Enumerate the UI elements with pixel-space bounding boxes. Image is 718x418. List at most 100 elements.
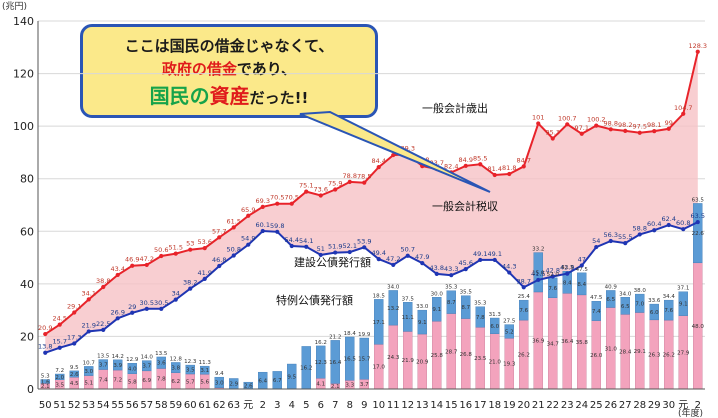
deficit-bond-label-22: 3.7 bbox=[360, 382, 369, 388]
revenue-label-21: 52.1 bbox=[343, 242, 357, 250]
revenue-label-15: 60.1 bbox=[256, 221, 270, 229]
construction-bond-label-3: 3.0 bbox=[84, 369, 93, 375]
construction-bond-bar-7 bbox=[142, 360, 152, 372]
construction-bond-label-22: 15.7 bbox=[358, 357, 371, 363]
expenditure-label-41: 97.5 bbox=[633, 123, 647, 131]
construction-bond-bar-25 bbox=[403, 302, 413, 332]
expenditure-point-1 bbox=[57, 322, 62, 327]
x-unit-label: (年度) bbox=[678, 407, 703, 418]
deficit-bond-label-45: 48.0 bbox=[692, 324, 705, 330]
construction-bond-bar-10 bbox=[185, 364, 195, 375]
expenditure-label-19: 73.6 bbox=[314, 186, 328, 194]
deficit-bond-label-39: 31.0 bbox=[605, 346, 618, 352]
total-bond-label-6: 12.9 bbox=[126, 357, 139, 363]
x-tick-15: 2 bbox=[260, 400, 266, 411]
annotation-revenue: 一般会計税収 bbox=[432, 199, 498, 213]
construction-bond-label-23: 17.1 bbox=[373, 320, 385, 326]
construction-bond-label-41: 7.0 bbox=[635, 301, 644, 307]
revenue-point-20 bbox=[333, 250, 338, 255]
total-bond-label-21: 18.4 bbox=[344, 331, 357, 337]
expenditure-point-29 bbox=[463, 163, 468, 168]
x-tick-12: 62 bbox=[213, 400, 226, 411]
construction-bond-label-5: 3.9 bbox=[113, 363, 122, 369]
total-bond-label-40: 34.0 bbox=[619, 291, 632, 297]
construction-bond-bar-41 bbox=[635, 293, 645, 313]
revenue-point-16 bbox=[275, 229, 280, 234]
construction-bond-bar-30 bbox=[475, 306, 485, 328]
construction-bond-bar-12 bbox=[214, 376, 224, 388]
construction-bond-bar-0 bbox=[40, 379, 50, 384]
expenditure-label-15: 69.3 bbox=[256, 197, 270, 205]
revenue-point-0 bbox=[43, 350, 48, 355]
total-bond-label-0: 5.3 bbox=[41, 374, 50, 380]
total-bond-label-7: 14.0 bbox=[141, 355, 154, 361]
expenditure-label-33: 84.7 bbox=[517, 156, 531, 164]
deficit-bond-label-42: 26.3 bbox=[648, 352, 661, 358]
x-tick-27: 14 bbox=[430, 400, 443, 411]
y-tick-120: 120 bbox=[13, 68, 34, 81]
deficit-bond-label-28: 28.7 bbox=[445, 349, 458, 355]
construction-bond-bar-31 bbox=[490, 317, 500, 334]
revenue-point-2 bbox=[72, 341, 77, 346]
total-bond-label-41: 38.0 bbox=[634, 288, 647, 294]
revenue-point-22 bbox=[362, 245, 367, 250]
deficit-bond-label-32: 19.3 bbox=[503, 362, 516, 368]
total-bond-label-8: 13.5 bbox=[155, 351, 168, 357]
data-labels: 20.924.529.134.138.843.446.9 47.250.6 51.5… bbox=[38, 42, 707, 390]
expenditure-label-1: 24.5 bbox=[53, 315, 67, 323]
x-tick-9: 59 bbox=[169, 400, 182, 411]
annotation-construction-bond: 建設公債発行額 bbox=[294, 255, 371, 269]
total-bond-label-20: 21.2 bbox=[329, 334, 341, 340]
annotation-deficit-bond: 特例公債発行額 bbox=[276, 293, 353, 307]
x-tick-37: 24 bbox=[575, 400, 588, 411]
revenue-label-6: 29 bbox=[128, 303, 136, 311]
deficit-bond-label-3: 5.1 bbox=[84, 380, 93, 386]
callout-line-3-b: 資産 bbox=[209, 84, 250, 108]
revenue-point-7 bbox=[144, 306, 149, 311]
expenditure-label-13: 61.5 bbox=[227, 217, 241, 225]
x-tick-33: 20 bbox=[517, 400, 530, 411]
expenditure-label-16: 70.5 bbox=[270, 194, 284, 202]
expenditure-point-22 bbox=[362, 180, 367, 185]
revenue-point-11 bbox=[202, 276, 207, 281]
x-tick-0: 50 bbox=[39, 400, 52, 411]
y-tick-0: 0 bbox=[27, 383, 34, 396]
total-bond-label-39: 40.9 bbox=[605, 284, 618, 290]
total-bond-label-26: 33.0 bbox=[416, 304, 429, 310]
revenue-label-37: 47 bbox=[578, 255, 586, 263]
revenue-label-23: 49.4 bbox=[372, 249, 386, 257]
total-bond-label-37: 47.5 bbox=[576, 267, 589, 273]
deficit-bond-label-21: 3.3 bbox=[345, 383, 354, 389]
construction-bond-label-7: 3.7 bbox=[142, 364, 151, 370]
expenditure-label-39: 98.8 bbox=[604, 119, 618, 127]
revenue-label-35: 42.8 bbox=[546, 266, 560, 274]
x-tick-2: 52 bbox=[68, 400, 81, 411]
x-tick-4: 54 bbox=[97, 400, 110, 411]
x-tick-3: 53 bbox=[82, 400, 95, 411]
callout-line-1: ここは国民の借金じゃなくて、 bbox=[124, 37, 334, 55]
deficit-bond-label-0: 2.1 bbox=[41, 384, 50, 390]
revenue-point-8 bbox=[159, 306, 164, 311]
revenue-label-26: 47.9 bbox=[415, 253, 429, 261]
deficit-bond-label-30: 23.5 bbox=[474, 356, 487, 362]
revenue-label-45: 63.5 bbox=[691, 212, 705, 220]
deficit-bond-label-9: 6.2 bbox=[171, 379, 180, 385]
construction-bond-bar-27 bbox=[432, 297, 442, 322]
total-bond-label-4: 13.5 bbox=[97, 354, 110, 360]
revenue-label-13: 50.8 bbox=[227, 245, 241, 253]
revenue-point-5 bbox=[115, 316, 120, 321]
total-bond-label-32: 27.5 bbox=[503, 319, 516, 325]
construction-bond-label-43: 7.6 bbox=[664, 308, 673, 314]
total-bond-label-25: 37.5 bbox=[402, 296, 415, 302]
expenditure-label-17: 70.5 bbox=[285, 194, 299, 202]
expenditure-label-18: 75.1 bbox=[299, 182, 313, 190]
x-tick-20: 7 bbox=[332, 400, 338, 411]
revenue-point-25 bbox=[405, 253, 410, 258]
total-bond-label-45: 63.5 bbox=[692, 197, 705, 203]
revenue-label-20: 51.9 bbox=[328, 243, 342, 251]
construction-bond-label-16: 6.7 bbox=[273, 378, 282, 384]
construction-bond-bar-8 bbox=[156, 356, 166, 369]
bars bbox=[40, 203, 703, 390]
x-tick-29: 16 bbox=[459, 400, 472, 411]
expenditure-point-19 bbox=[318, 193, 323, 198]
